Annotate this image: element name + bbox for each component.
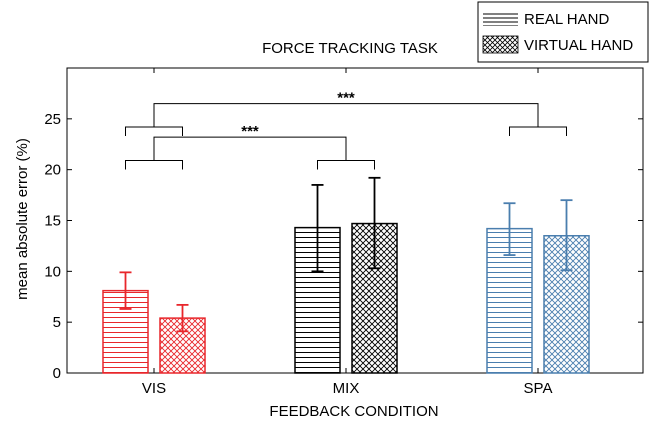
x-tick-label: SPA <box>524 380 553 397</box>
y-tick-label: 20 <box>44 162 61 179</box>
group-bracket <box>317 160 375 170</box>
x-tick-label: MIX <box>333 380 360 397</box>
y-tick-label: 0 <box>53 365 61 382</box>
error-bars <box>119 176 573 333</box>
x-axis-ticks: VIS MIX SPA <box>142 68 553 397</box>
group-bracket <box>125 160 183 170</box>
group-bracket <box>509 126 567 136</box>
x-axis-label: FEEDBACK CONDITION <box>269 403 438 420</box>
y-axis-ticks: 0 5 10 15 20 25 <box>44 111 643 382</box>
significance-bracket <box>153 136 347 161</box>
bar <box>486 227 533 374</box>
chart-title: FORCE TRACKING TASK <box>262 40 438 57</box>
legend-swatch-real-hand <box>483 11 518 26</box>
significance-brackets: *** *** <box>125 90 567 170</box>
legend-label-virtual-hand: VIRTUAL HAND <box>524 37 633 54</box>
bar <box>351 222 398 374</box>
significance-label: *** <box>241 123 259 140</box>
y-axis-label: mean absolute error (%) <box>14 138 31 300</box>
significance-bracket <box>153 103 539 127</box>
legend-swatch-virtual-hand <box>482 35 519 54</box>
bars <box>102 222 590 374</box>
x-tick-label: VIS <box>142 380 166 397</box>
legend: REAL HAND VIRTUAL HAND <box>477 1 649 63</box>
significance-label: *** <box>337 90 355 107</box>
y-tick-label: 10 <box>44 263 61 280</box>
y-tick-label: 15 <box>44 213 61 230</box>
legend-label-real-hand: REAL HAND <box>524 11 609 28</box>
y-tick-label: 5 <box>53 314 61 331</box>
group-bracket <box>125 126 183 136</box>
y-tick-label: 25 <box>44 111 61 128</box>
